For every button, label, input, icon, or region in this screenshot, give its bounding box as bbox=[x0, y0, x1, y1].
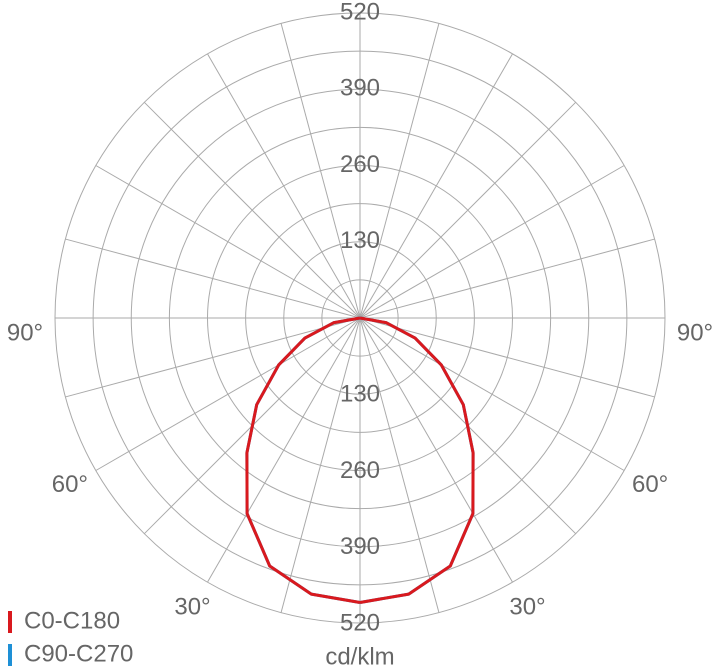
unit-label: cd/klm bbox=[325, 643, 394, 670]
r-tick-label: 260 bbox=[340, 151, 380, 178]
r-tick-label: 390 bbox=[340, 533, 380, 560]
grid-spoke bbox=[359, 165, 625, 319]
grid-spoke bbox=[280, 23, 361, 319]
grid-spoke bbox=[280, 317, 361, 613]
theta-tick-label: 90° bbox=[677, 319, 713, 346]
grid-spoke bbox=[359, 53, 513, 319]
grid-spoke bbox=[359, 101, 577, 319]
legend-label: C90-C270 bbox=[24, 640, 133, 667]
theta-tick-label: 90° bbox=[7, 319, 43, 346]
r-tick-label: 130 bbox=[340, 227, 380, 254]
curve bbox=[359, 316, 475, 604]
theta-tick-label: 60° bbox=[632, 471, 668, 498]
grid-spoke bbox=[359, 317, 625, 471]
r-tick-label: 520 bbox=[340, 609, 380, 636]
r-tick-label: 130 bbox=[340, 381, 380, 408]
grid-spoke bbox=[65, 238, 361, 319]
grid-spoke bbox=[359, 317, 440, 613]
theta-tick-label: 30° bbox=[174, 593, 210, 620]
legend-label: C0-C180 bbox=[24, 607, 120, 634]
theta-tick-label: 60° bbox=[52, 471, 88, 498]
grid-spoke bbox=[359, 23, 440, 319]
grid-spoke bbox=[95, 165, 361, 319]
grid-spoke bbox=[359, 317, 513, 583]
r-tick-label: 390 bbox=[340, 75, 380, 102]
legend-swatch bbox=[8, 644, 12, 666]
legend-swatch bbox=[8, 611, 12, 633]
r-tick-label: 520 bbox=[340, 0, 380, 25]
theta-tick-label: 30° bbox=[509, 593, 545, 620]
curve bbox=[245, 316, 361, 604]
grid-spoke bbox=[207, 317, 361, 583]
grid-spoke bbox=[143, 101, 361, 319]
grid-spoke bbox=[359, 317, 655, 398]
r-tick-label: 260 bbox=[340, 457, 380, 484]
grid-spoke bbox=[359, 238, 655, 319]
grid-spoke bbox=[95, 317, 361, 471]
grid-spoke bbox=[65, 317, 361, 398]
grid-spoke bbox=[207, 53, 361, 319]
